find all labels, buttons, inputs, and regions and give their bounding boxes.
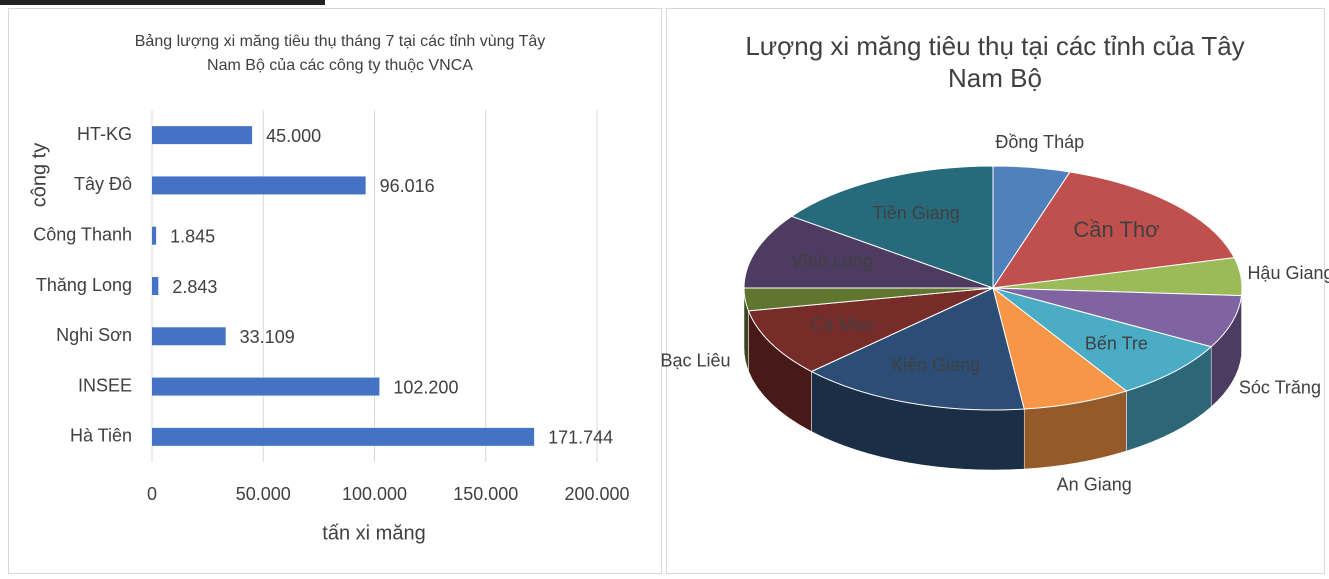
pie-label: Hậu Giang <box>1247 263 1329 283</box>
bar <box>152 226 157 245</box>
y-tick-label: INSEE <box>78 375 132 395</box>
x-tick-label: 100.000 <box>342 484 407 504</box>
y-tick-label: Hà Tiên <box>70 426 132 446</box>
x-tick-label: 50.000 <box>236 484 291 504</box>
pie-label: Cà Mau <box>811 314 874 334</box>
bar-title: Bảng lượng xi măng tiêu thụ tháng 7 tại … <box>134 33 546 74</box>
y-tick-label: Nghi Sơn <box>56 325 132 345</box>
pie-label: Kiên Giang <box>891 355 980 375</box>
value-label: 171.744 <box>548 428 613 448</box>
value-label: 33.109 <box>240 327 295 347</box>
right-panel <box>666 8 1325 574</box>
y-tick-label: HT-KG <box>77 124 132 144</box>
y-axis-title: công ty <box>28 143 50 207</box>
pie-slice <box>992 287 1213 392</box>
pie-title: Lượng xi măng tiêu thụ tại các tỉnh của … <box>745 31 1245 93</box>
pie-slice <box>743 215 994 289</box>
value-label: 45.000 <box>266 126 321 146</box>
top-bar <box>0 0 325 5</box>
pie-slice <box>992 286 1128 410</box>
pie-slice <box>810 287 1025 411</box>
bar <box>152 377 380 396</box>
pie-label: Bến Tre <box>1085 334 1148 354</box>
bar <box>152 277 159 295</box>
bar <box>152 126 253 145</box>
bar <box>152 427 535 446</box>
pie-label: Bạc Liêu <box>660 351 730 371</box>
pie-slice <box>747 287 994 373</box>
pie-slice <box>992 287 1243 348</box>
value-label: 1.845 <box>170 226 215 246</box>
bar <box>152 327 226 346</box>
pie-label: An Giang <box>1057 474 1132 494</box>
y-tick-label: Công Thanh <box>33 224 132 244</box>
x-axis-title: tấn xi măng <box>322 522 425 544</box>
pie-label: Vĩnh Long <box>791 251 873 271</box>
pie-label: Cần Thơ <box>1073 217 1159 242</box>
pie-slice <box>790 165 994 289</box>
bar <box>152 176 366 195</box>
value-label: 102.200 <box>393 377 458 397</box>
pie-label: Đồng Tháp <box>995 132 1084 152</box>
value-label: 96.016 <box>380 176 435 196</box>
y-tick-label: Thăng Long <box>36 275 132 295</box>
x-tick-label: 200.000 <box>564 484 629 504</box>
value-label: 2.843 <box>172 277 217 297</box>
x-tick-label: 150.000 <box>453 484 518 504</box>
pie-label: Sóc Trăng <box>1239 378 1321 398</box>
y-tick-label: Tây Đô <box>74 174 132 194</box>
pie-slice <box>991 171 1235 289</box>
left-panel <box>8 8 662 574</box>
pie-label: Tiền Giang <box>872 203 959 223</box>
x-tick-label: 0 <box>147 484 157 504</box>
